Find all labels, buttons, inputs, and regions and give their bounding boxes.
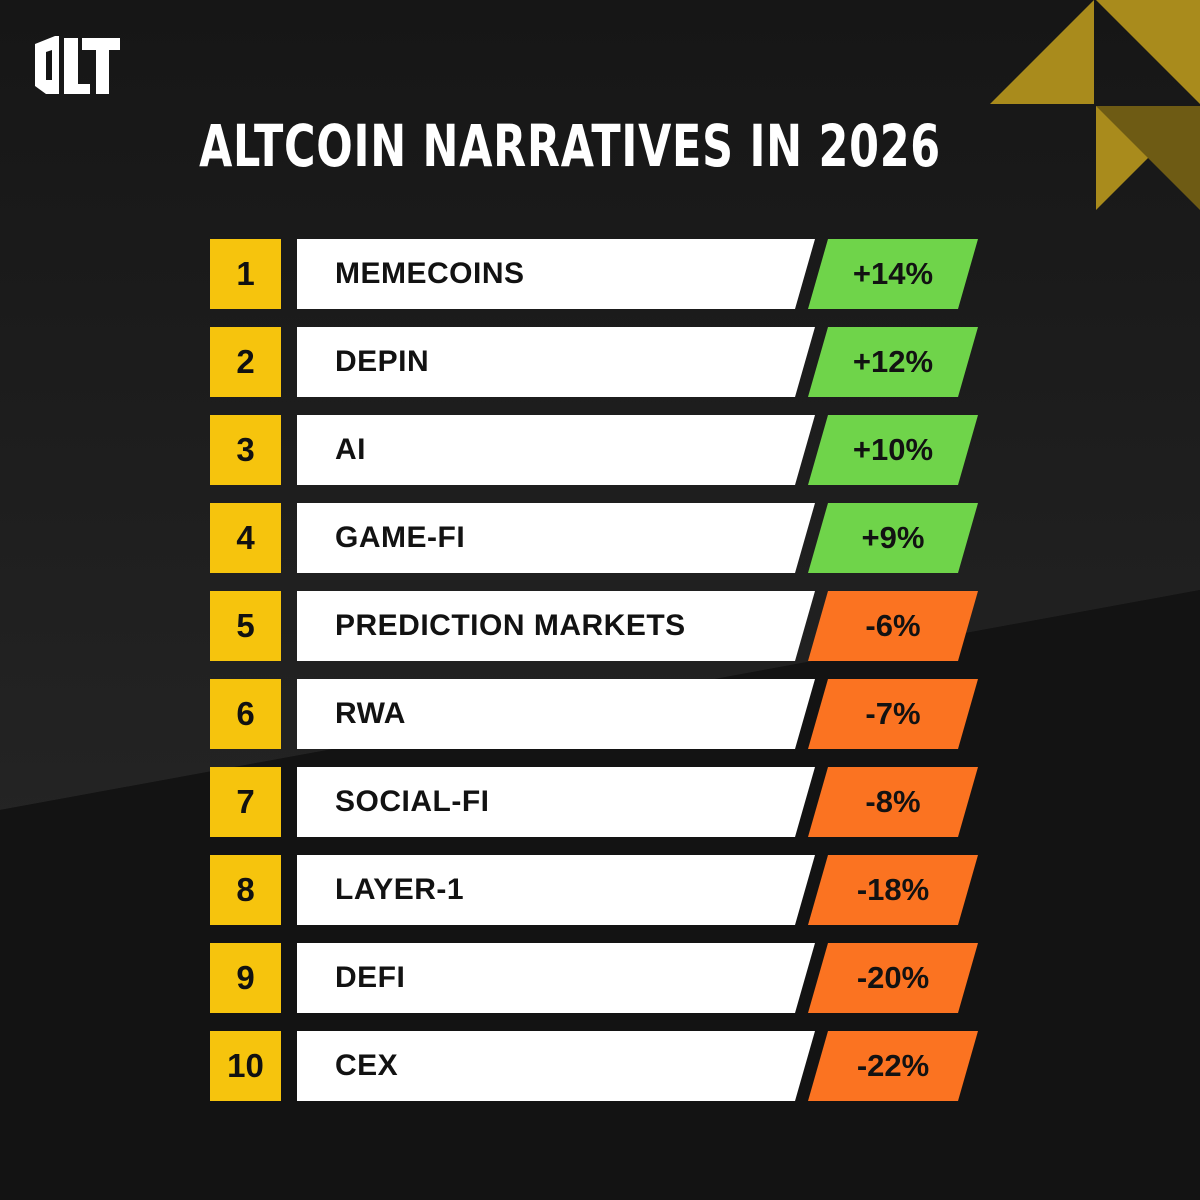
narrative-label: GAME-FI xyxy=(335,521,466,554)
change-value-box: -20% xyxy=(808,943,978,1013)
change-percent: -20% xyxy=(856,960,930,995)
narrative-label: AI xyxy=(335,433,366,466)
change-percent: +14% xyxy=(852,256,934,291)
narrative-label-box: LAYER-1 xyxy=(297,855,815,925)
rank-badge: 3 xyxy=(210,415,281,485)
ranking-row: 9 DEFI -20% xyxy=(0,943,1200,1013)
ranking-row: 8 LAYER-1 -18% xyxy=(0,855,1200,925)
ranking-row: 7 SOCIAL-FI -8% xyxy=(0,767,1200,837)
narrative-label: CEX xyxy=(335,1049,399,1082)
ranking-row: 6 RWA -7% xyxy=(0,679,1200,749)
rank-badge: 10 xyxy=(210,1031,281,1101)
change-value-box: +9% xyxy=(808,503,978,573)
narrative-label-box: MEMECOINS xyxy=(297,239,815,309)
narrative-label: PREDICTION MARKETS xyxy=(335,609,686,642)
narrative-label-box: GAME-FI xyxy=(297,503,815,573)
change-percent: -8% xyxy=(865,784,921,819)
change-value-box: -7% xyxy=(808,679,978,749)
ranking-row: 2 DEPIN +12% xyxy=(0,327,1200,397)
narrative-label-box: SOCIAL-FI xyxy=(297,767,815,837)
rank-badge: 8 xyxy=(210,855,281,925)
ranking-row: 10 CEX -22% xyxy=(0,1031,1200,1101)
ranking-row: 4 GAME-FI +9% xyxy=(0,503,1200,573)
change-percent: -6% xyxy=(865,608,921,643)
change-value-box: -8% xyxy=(808,767,978,837)
change-value-box: +12% xyxy=(808,327,978,397)
narrative-label-box: PREDICTION MARKETS xyxy=(297,591,815,661)
ranking-row: 3 AI +10% xyxy=(0,415,1200,485)
narrative-label: DEFI xyxy=(335,961,406,994)
narrative-label-box: CEX xyxy=(297,1031,815,1101)
narrative-label: RWA xyxy=(335,697,406,730)
rank-badge: 5 xyxy=(210,591,281,661)
change-percent: +9% xyxy=(861,520,925,555)
change-percent: -22% xyxy=(856,1048,930,1083)
ranking-row: 1 MEMECOINS +14% xyxy=(0,239,1200,309)
page-title: ALTCOIN NARRATIVES IN 2026 xyxy=(199,112,941,180)
change-value-box: -22% xyxy=(808,1031,978,1101)
narrative-label-box: DEPIN xyxy=(297,327,815,397)
narrative-label: SOCIAL-FI xyxy=(335,785,490,818)
change-percent: +12% xyxy=(852,344,934,379)
change-value-box: -6% xyxy=(808,591,978,661)
narrative-label-box: AI xyxy=(297,415,815,485)
rank-badge: 9 xyxy=(210,943,281,1013)
ranking-row: 5 PREDICTION MARKETS -6% xyxy=(0,591,1200,661)
change-percent: -7% xyxy=(865,696,921,731)
rank-badge: 1 xyxy=(210,239,281,309)
dlt-logo-icon xyxy=(35,36,120,94)
gold-triangles-decoration xyxy=(990,0,1200,210)
narrative-label-box: DEFI xyxy=(297,943,815,1013)
rank-badge: 6 xyxy=(210,679,281,749)
narrative-label: DEPIN xyxy=(335,345,430,378)
rank-badge: 4 xyxy=(210,503,281,573)
change-value-box: +14% xyxy=(808,239,978,309)
narrative-label-box: RWA xyxy=(297,679,815,749)
change-value-box: -18% xyxy=(808,855,978,925)
narrative-label: LAYER-1 xyxy=(335,873,465,906)
narrative-label: MEMECOINS xyxy=(335,257,525,290)
change-percent: -18% xyxy=(856,872,930,907)
change-percent: +10% xyxy=(852,432,934,467)
rank-badge: 2 xyxy=(210,327,281,397)
change-value-box: +10% xyxy=(808,415,978,485)
rank-badge: 7 xyxy=(210,767,281,837)
